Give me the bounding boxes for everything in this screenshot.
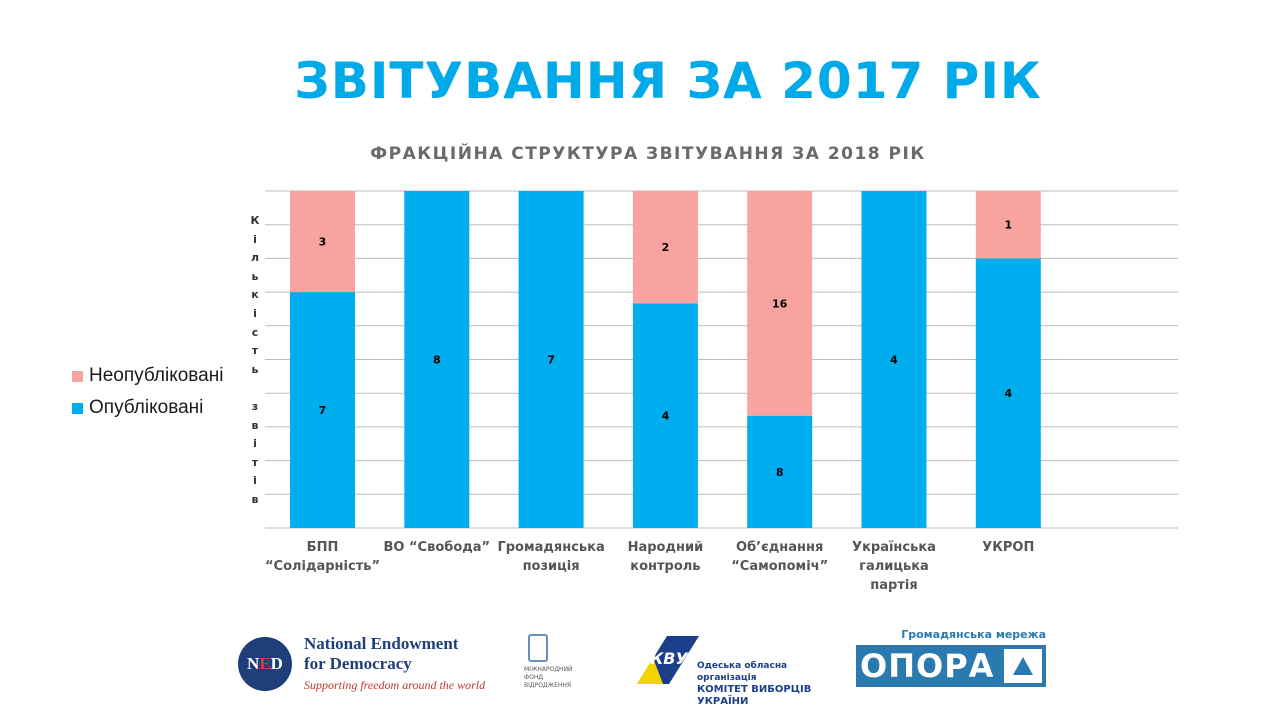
- chart-title: ФРАКЦІЙНА СТРУКТУРА ЗВІТУВАННЯ ЗА 2018 Р…: [370, 144, 926, 164]
- irf-logo-text: Міжнародний фонд відродження: [524, 666, 573, 689]
- ned-line1: National Endowment: [304, 634, 459, 653]
- ned-tagline: Supporting freedom around the world: [304, 678, 486, 692]
- category-label: ВО “Свобода”: [372, 538, 502, 557]
- category-label: Народний контроль: [600, 538, 730, 576]
- legend-item-unpublished: Неопубліковані: [72, 360, 223, 392]
- cvu-line2: КОМІТЕТ ВИБОРЦІВ УКРАЇНИ: [697, 684, 812, 707]
- bar-unpublished: [975, 191, 1041, 259]
- legend-label-unpublished: Неопубліковані: [89, 365, 224, 386]
- data-label-published: 7: [547, 354, 555, 367]
- category-label-line: Об’єднання: [736, 540, 824, 555]
- legend-swatch-unpublished: [72, 370, 83, 382]
- ned-line2: for Democracy: [304, 654, 412, 673]
- bar-published: [861, 191, 927, 528]
- opora-tagline: Громадянська мережа: [901, 628, 1046, 641]
- y-axis-label-char: т: [251, 344, 259, 358]
- category-label-line: УКРОП: [982, 540, 1035, 555]
- y-axis-label-char: ь: [251, 269, 259, 283]
- category-label-line: “Солідарність”: [264, 559, 380, 574]
- category-label-line: Українська: [852, 540, 936, 555]
- category-label: Громадянська позиція: [486, 538, 616, 576]
- opora-triangle-icon: [1004, 649, 1042, 683]
- bar-published: [404, 191, 470, 528]
- category-label: Українська галицька партія: [829, 538, 959, 595]
- category-label: Об’єднання “Самопоміч”: [715, 538, 845, 576]
- opora-name: ОПОРА: [860, 647, 995, 685]
- y-axis-label-char: к: [251, 288, 259, 302]
- bar-published: [632, 303, 698, 528]
- opora-wordmark: ОПОРА: [856, 645, 1046, 687]
- y-axis-label-char: т: [251, 455, 259, 469]
- y-axis-label-char: ь: [251, 362, 259, 376]
- data-label-published: 4: [662, 410, 670, 423]
- data-label-published: 8: [776, 466, 784, 479]
- category-label-line: галицька: [859, 559, 929, 574]
- data-label-published: 7: [319, 404, 327, 417]
- category-label-line: позиція: [522, 559, 580, 574]
- cvu-logo-text: Одеська обласна організація КОМІТЕТ ВИБО…: [697, 660, 817, 708]
- y-axis-label-char: К: [250, 214, 260, 227]
- y-axis-label-char: і: [253, 437, 257, 451]
- y-axis-label-char: і: [253, 306, 257, 320]
- irf-logo: Міжнародний фонд відродження: [524, 634, 584, 690]
- category-label: БПП “Солідарність”: [258, 538, 388, 576]
- category-label-line: партія: [870, 578, 918, 593]
- cvu-logo: КВУ Одеська обласна організація КОМІТЕТ …: [633, 624, 813, 707]
- svg-text:КВУ: КВУ: [650, 649, 688, 668]
- bar-published: [747, 415, 813, 528]
- y-axis-label-char: і: [253, 232, 257, 246]
- data-label-published: 8: [433, 354, 441, 367]
- data-label-published: 4: [890, 354, 898, 367]
- bar-unpublished: [747, 191, 813, 416]
- category-label-line: “Самопоміч”: [731, 559, 829, 574]
- bar-published: [518, 191, 584, 528]
- y-axis-label-char: з: [251, 399, 259, 413]
- ned-logo-text: National Endowment for Democracy Support…: [304, 634, 485, 693]
- legend-item-published: Опубліковані: [72, 392, 223, 424]
- legend-swatch-published: [72, 402, 83, 414]
- bar-published: [975, 258, 1041, 528]
- data-label-unpublished: 3: [319, 236, 327, 249]
- y-axis-label-char: с: [251, 325, 259, 339]
- y-axis-label-char: в: [251, 418, 259, 432]
- y-axis-label-char: л: [250, 251, 260, 265]
- cvu-line1: Одеська обласна організація: [697, 661, 788, 683]
- bar-published: [290, 292, 355, 528]
- category-label-line: БПП: [306, 540, 339, 555]
- bar-unpublished: [632, 191, 698, 304]
- y-axis-label-char: в: [251, 492, 259, 506]
- category-label-line: Народний: [627, 540, 704, 555]
- data-label-unpublished: 2: [662, 241, 670, 254]
- opora-logo: Громадянська мережа ОПОРА: [856, 628, 1046, 687]
- irf-logo-mark: [528, 634, 548, 662]
- data-label-published: 4: [1004, 387, 1012, 400]
- category-label-line: контроль: [630, 559, 701, 574]
- legend: Неопубліковані Опубліковані: [72, 360, 223, 424]
- data-label-unpublished: 1: [1004, 219, 1012, 232]
- bar-unpublished: [290, 191, 355, 293]
- category-label-line: Громадянська: [497, 540, 605, 555]
- y-axis-label-char: і: [253, 474, 257, 488]
- cvu-logo-mark: КВУ: [637, 636, 699, 684]
- data-label-unpublished: 16: [772, 297, 788, 310]
- page-title: ЗВІТУВАННЯ ЗА 2017 РІК: [294, 52, 1042, 110]
- category-label-line: ВО “Свобода”: [383, 540, 491, 555]
- legend-label-published: Опубліковані: [89, 397, 204, 418]
- category-label: УКРОП: [943, 538, 1073, 557]
